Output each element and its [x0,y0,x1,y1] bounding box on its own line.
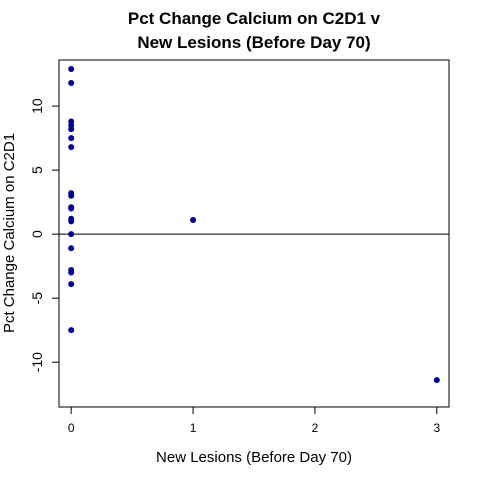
data-point [68,205,75,212]
y-tick-label: 5 [29,166,45,174]
x-axis: 0 1 2 3 [68,406,440,435]
data-point [68,218,75,225]
chart-title-line1: Pct Change Calcium on C2D1 v [128,9,381,28]
x-tick-label: 1 [190,421,197,435]
y-axis: -10 -5 0 5 10 [29,98,60,372]
x-tick-label: 3 [433,421,440,435]
x-tick-label: 2 [312,421,319,435]
data-point [68,245,75,252]
data-point [433,377,440,384]
data-point [68,231,75,238]
data-point [190,217,197,224]
y-tick-label: -5 [29,292,45,305]
data-point [68,281,75,288]
data-point [68,135,75,142]
data-point [68,80,75,87]
data-point [68,327,75,334]
data-point [68,144,75,151]
x-axis-label: New Lesions (Before Day 70) [156,449,352,466]
y-tick-label: 0 [29,230,45,238]
chart-title-line2: New Lesions (Before Day 70) [137,33,370,52]
data-point [68,126,75,133]
data-point [68,65,75,72]
y-tick-label: -10 [29,352,45,372]
plot-area-frame [58,59,450,408]
x-tick-label: 0 [68,421,75,435]
data-point [68,192,75,199]
y-axis-label: Pct Change Calcium on C2D1 [1,133,18,333]
data-points [68,65,440,384]
y-tick-label: 10 [29,98,45,114]
data-point [68,269,75,276]
